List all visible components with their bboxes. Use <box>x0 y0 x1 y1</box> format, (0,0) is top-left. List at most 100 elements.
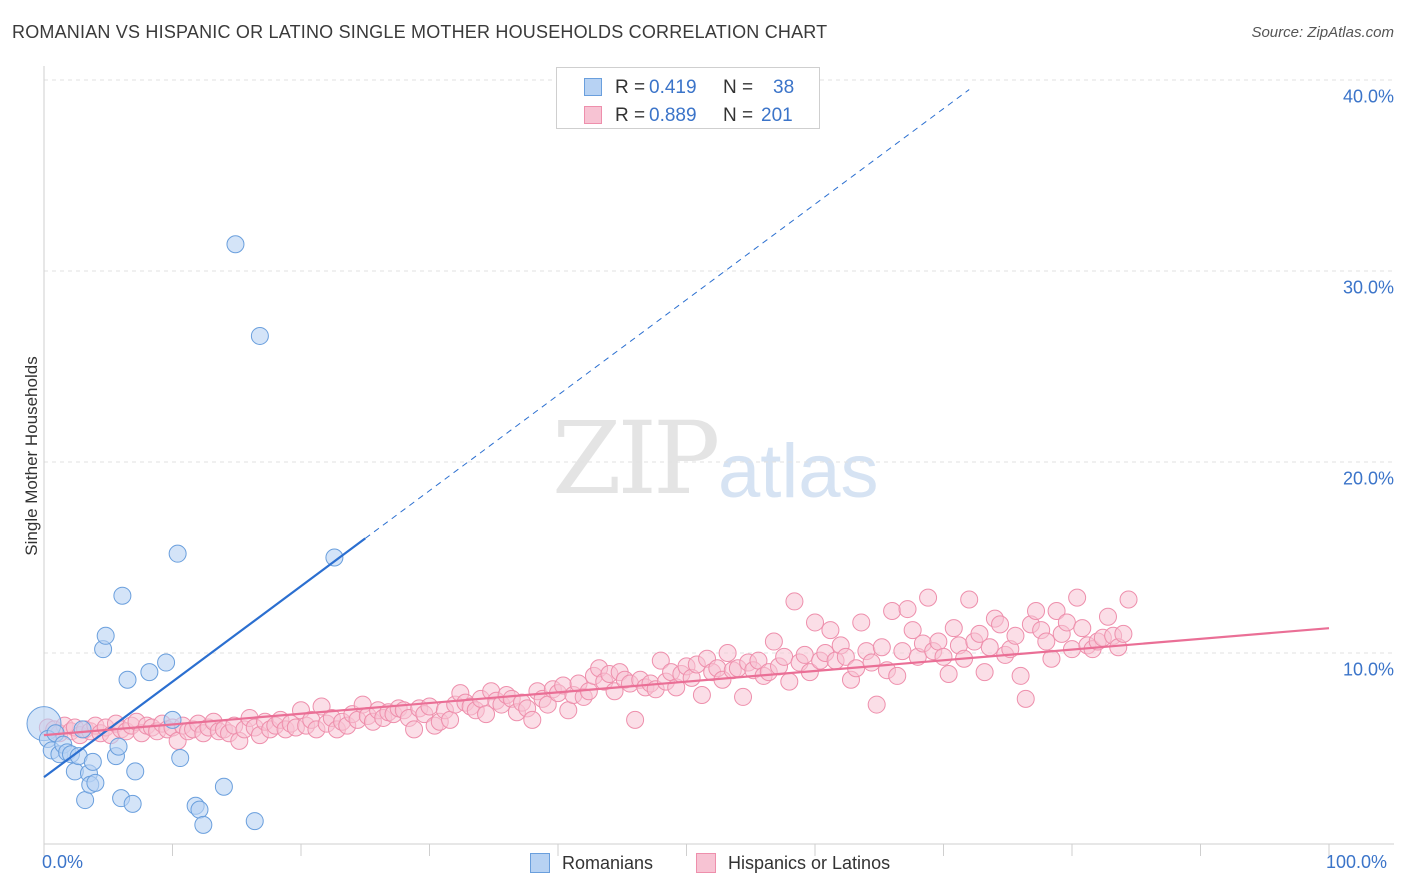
legend-label-hispanics: Hispanics or Latinos <box>728 853 891 873</box>
stats-legend: R = 0.419 N = 38 R = 0.889 N = 201 <box>556 67 820 129</box>
hispanic-point <box>1098 607 1117 626</box>
hispanic-point <box>651 651 670 670</box>
watermark-atlas: atlas <box>718 429 879 514</box>
romanian-point <box>76 791 95 810</box>
hispanic-point <box>898 600 917 619</box>
y-tick-label-10: 10.0% <box>1342 659 1394 680</box>
hispanic-point <box>883 601 902 620</box>
y-tick-label-40: 40.0% <box>1342 86 1394 107</box>
hispanic-point <box>1068 588 1087 607</box>
hispanic-point <box>893 642 912 661</box>
hispanic-point <box>852 613 871 632</box>
hispanic-point <box>872 638 891 657</box>
hispanic-point <box>785 592 804 611</box>
hispanics-trendline <box>43 627 1330 737</box>
romanian-point <box>109 737 128 756</box>
romanian-point <box>171 749 190 768</box>
hispanic-point <box>975 663 994 682</box>
hispanic-point <box>1119 590 1138 609</box>
romanian-point <box>226 235 245 254</box>
romanian-point <box>83 752 102 771</box>
romanians-legend-swatch <box>530 853 550 873</box>
hispanic-point <box>692 686 711 705</box>
hispanic-point <box>862 653 881 672</box>
n-value: 38 <box>773 77 795 98</box>
hispanics-legend-swatch <box>696 853 716 873</box>
hispanic-point <box>477 705 496 724</box>
romanian-point <box>168 544 187 563</box>
watermark-zip: ZIP <box>552 400 720 517</box>
y-tick-label-30: 30.0% <box>1342 277 1394 298</box>
n-label: N = <box>723 77 754 98</box>
romanian-point <box>325 548 344 567</box>
hispanic-point <box>764 632 783 651</box>
hispanic-point <box>441 710 460 729</box>
romanian-point <box>86 773 105 792</box>
y-tick-label-20: 20.0% <box>1342 468 1394 489</box>
hispanic-point <box>836 647 855 666</box>
hispanic-point <box>1027 601 1046 620</box>
romanian-point <box>157 653 176 672</box>
hispanic-point <box>559 701 578 720</box>
r-label: R = <box>615 77 646 98</box>
hispanic-point <box>1006 626 1025 645</box>
hispanic-point <box>420 697 439 716</box>
stats-row-hispanics: R = 0.889 N = 201 <box>557 101 819 129</box>
hispanic-point <box>734 687 753 706</box>
hispanic-point <box>718 644 737 662</box>
romanian-point <box>123 794 142 813</box>
romanian-point <box>250 326 269 345</box>
y-axis-label: Single Mother Households <box>22 356 41 556</box>
r-value: 0.889 <box>649 105 697 126</box>
hispanic-point <box>888 666 907 685</box>
hispanic-point <box>821 621 840 640</box>
romanian-point <box>194 815 213 834</box>
hispanic-point <box>970 624 989 643</box>
x-tick-label-min: 0.0% <box>42 852 84 872</box>
r-label: R = <box>615 105 646 126</box>
romanian-point <box>113 586 132 605</box>
r-value: 0.419 <box>649 77 697 98</box>
source-label: Source: ZipAtlas.com <box>1251 24 1394 41</box>
hispanics-swatch <box>584 106 602 124</box>
stats-row-romanians: R = 0.419 N = 38 <box>557 73 819 101</box>
hispanic-point <box>775 647 794 666</box>
hispanic-point <box>919 588 938 607</box>
hispanic-point <box>780 672 799 691</box>
hispanic-point <box>929 632 948 651</box>
hispanic-point <box>806 613 824 632</box>
hispanic-point <box>939 665 958 684</box>
n-label: N = <box>723 105 754 126</box>
hispanic-point <box>867 695 886 714</box>
romanian-point <box>126 762 145 781</box>
hispanic-point <box>991 615 1010 634</box>
hispanic-point <box>1037 632 1056 651</box>
romanian-point <box>96 626 115 645</box>
hispanic-point <box>523 710 542 729</box>
romanian-point <box>190 800 209 819</box>
hispanic-point <box>960 590 979 609</box>
romanian-point <box>245 812 264 831</box>
romanian-point <box>118 670 137 689</box>
romanians-trendline-extension <box>364 89 970 539</box>
hispanic-point <box>1016 689 1035 708</box>
hispanic-point <box>1047 601 1066 620</box>
legend-label-romanians: Romanians <box>562 853 654 873</box>
romanian-point <box>73 720 92 739</box>
hispanic-point <box>405 720 424 739</box>
hispanic-point <box>944 619 963 638</box>
romanian-point <box>140 663 159 682</box>
hispanic-point <box>903 621 922 640</box>
hispanic-point <box>934 647 953 666</box>
romanians-swatch <box>584 78 602 96</box>
x-tick-label-max: 100.0% <box>1326 852 1388 872</box>
hispanic-point <box>980 638 999 657</box>
romanian-point <box>214 777 233 796</box>
hispanic-point <box>1073 619 1092 638</box>
n-value: 201 <box>761 105 793 126</box>
hispanic-point <box>1011 666 1030 685</box>
romanians-trendline <box>43 537 366 779</box>
hispanic-point <box>795 645 814 664</box>
hispanic-point <box>1057 613 1076 632</box>
